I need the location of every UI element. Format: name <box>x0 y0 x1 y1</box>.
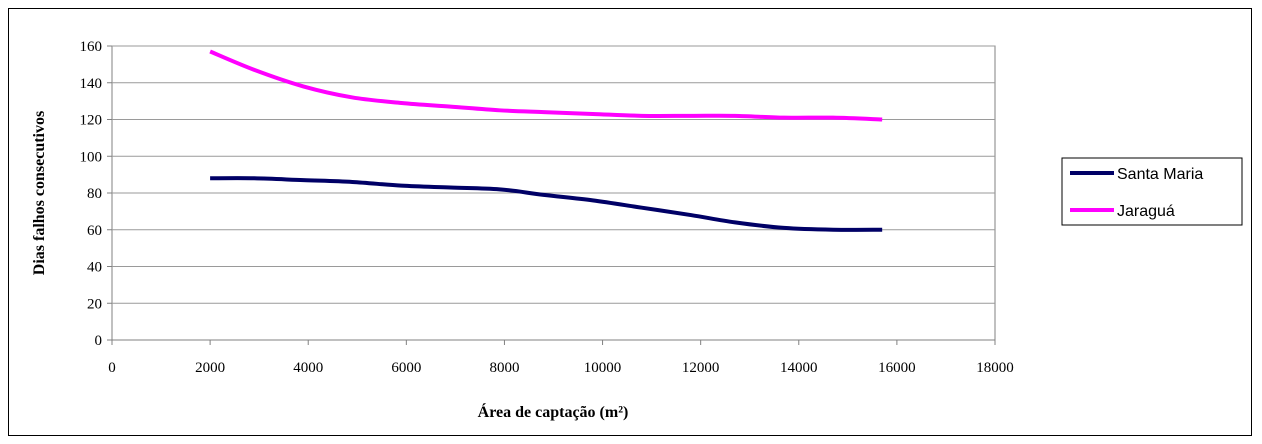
y-tick-label: 40 <box>87 260 102 276</box>
x-tick-label: 14000 <box>780 360 818 376</box>
legend-box <box>1061 157 1243 226</box>
legend-label-santa-maria: Santa Maria <box>1117 166 1203 183</box>
y-tick-label: 0 <box>95 333 103 349</box>
y-tick-label: 140 <box>80 76 103 92</box>
x-tick-labels: 0 2000 4000 6000 8000 10000 12000 14000 16000 180… <box>108 340 1014 376</box>
series-line-santa-maria <box>210 176 883 232</box>
legend-label-jaragua: Jaraguá <box>1117 203 1175 220</box>
x-tick-label: 10000 <box>584 360 622 376</box>
x-axis-title: Área de captação (m²) <box>478 402 629 421</box>
y-tick-label: 160 <box>80 39 103 55</box>
y-tick-label: 80 <box>87 186 102 202</box>
gridlines <box>112 45 995 304</box>
y-tick-label: 100 <box>80 149 103 165</box>
x-tick-label: 16000 <box>878 360 916 376</box>
y-tick-label: 120 <box>80 113 103 129</box>
x-tick-label: 0 <box>108 360 116 376</box>
x-tick-label: 2000 <box>195 360 225 376</box>
y-tick-labels: 0 20 40 60 80 100 120 140 160 <box>80 39 112 349</box>
x-tick-label: 4000 <box>293 360 323 376</box>
x-tick-label: 18000 <box>976 360 1014 376</box>
x-tick-label: 6000 <box>391 360 421 376</box>
legend: Santa Maria Jaraguá <box>1061 157 1243 226</box>
x-tick-label: 12000 <box>682 360 720 376</box>
y-axis-title: Dias falhos consecutivos <box>31 111 48 275</box>
series-lines <box>209 49 883 232</box>
y-tick-label: 60 <box>87 223 102 239</box>
x-tick-label: 8000 <box>489 360 519 376</box>
y-tick-label: 20 <box>87 296 102 312</box>
series-line-jaragua <box>209 49 883 122</box>
